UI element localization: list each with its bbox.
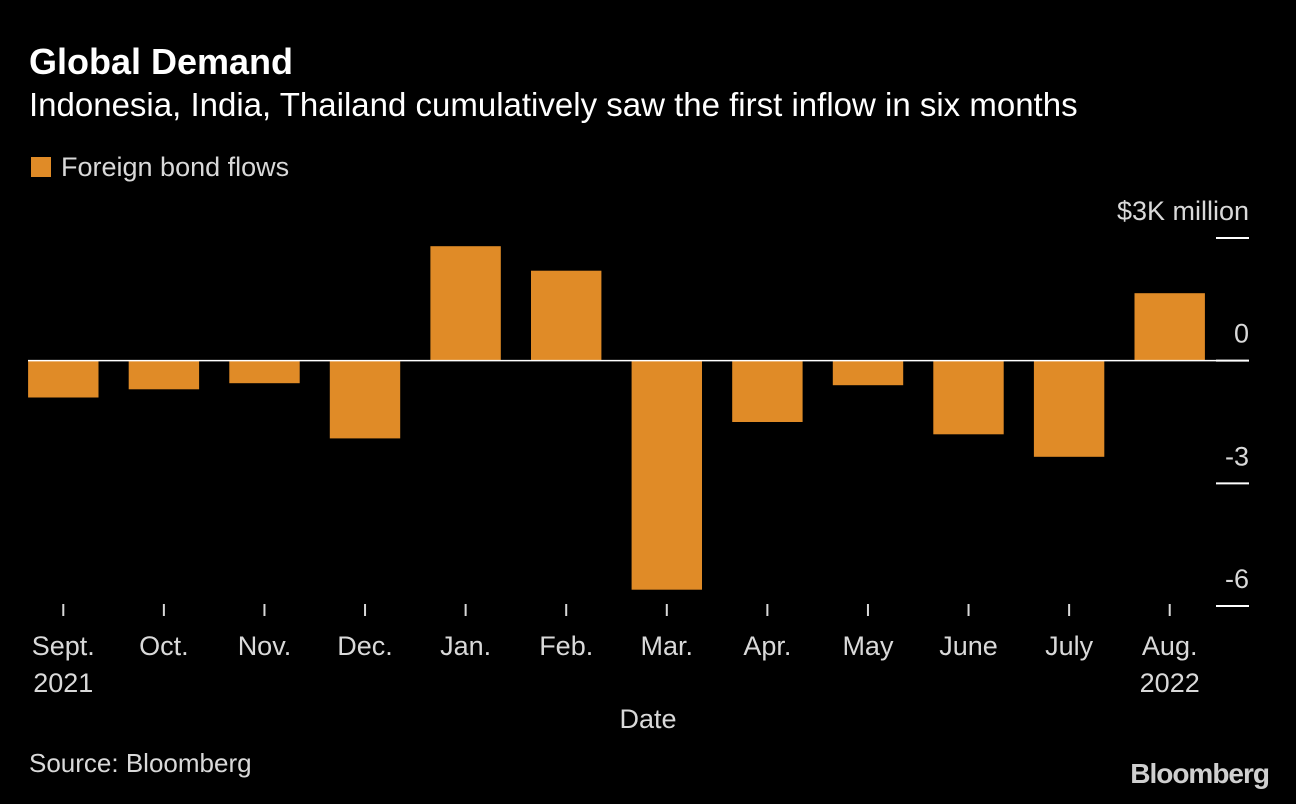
bar-feb — [531, 270, 602, 361]
x-tick-label: Jan. — [440, 631, 491, 661]
x-tick-sublabel: 2021 — [33, 668, 93, 698]
x-tick-label: Nov. — [238, 631, 292, 661]
x-tick-label: Apr. — [743, 631, 791, 661]
x-tick-label: Sept. — [32, 631, 95, 661]
bar-nov — [229, 360, 300, 384]
x-tick-label: Oct. — [139, 631, 189, 661]
bar-july — [1033, 360, 1105, 457]
chart-title: Global Demand — [29, 41, 294, 82]
bar-apr — [732, 360, 803, 422]
legend-label: Foreign bond flows — [61, 151, 290, 182]
x-tick-label: July — [1045, 631, 1094, 661]
bar-oct — [128, 360, 200, 390]
y-tick-label: -6 — [1225, 564, 1249, 594]
legend-swatch — [31, 157, 51, 177]
x-tick-label: Feb. — [539, 631, 593, 661]
x-tick-label: Mar. — [641, 631, 694, 661]
source-note: Source: Bloomberg — [29, 748, 252, 778]
bar-jan — [430, 246, 501, 361]
x-tick-label: May — [842, 631, 894, 661]
bar-mar — [631, 360, 702, 590]
y-tick-label: -3 — [1225, 441, 1249, 471]
x-tick-sublabel: 2022 — [1140, 668, 1200, 698]
bar-june — [933, 360, 1004, 435]
x-tick-label: Dec. — [337, 631, 393, 661]
bar-sept — [28, 360, 99, 398]
x-tick-label: June — [939, 631, 998, 661]
y-tick-label: $3K million — [1117, 196, 1249, 226]
y-tick-label: 0 — [1234, 319, 1249, 349]
chart-subtitle: Indonesia, India, Thailand cumulatively … — [29, 86, 1078, 123]
x-axis-title: Date — [619, 704, 676, 734]
bar-aug — [1134, 293, 1205, 361]
legend: Foreign bond flows — [31, 150, 289, 184]
x-tick-label: Aug. — [1142, 631, 1198, 661]
bloomberg-logo: Bloomberg — [1130, 758, 1270, 789]
bar-dec — [329, 360, 401, 439]
bar-may — [832, 360, 904, 386]
